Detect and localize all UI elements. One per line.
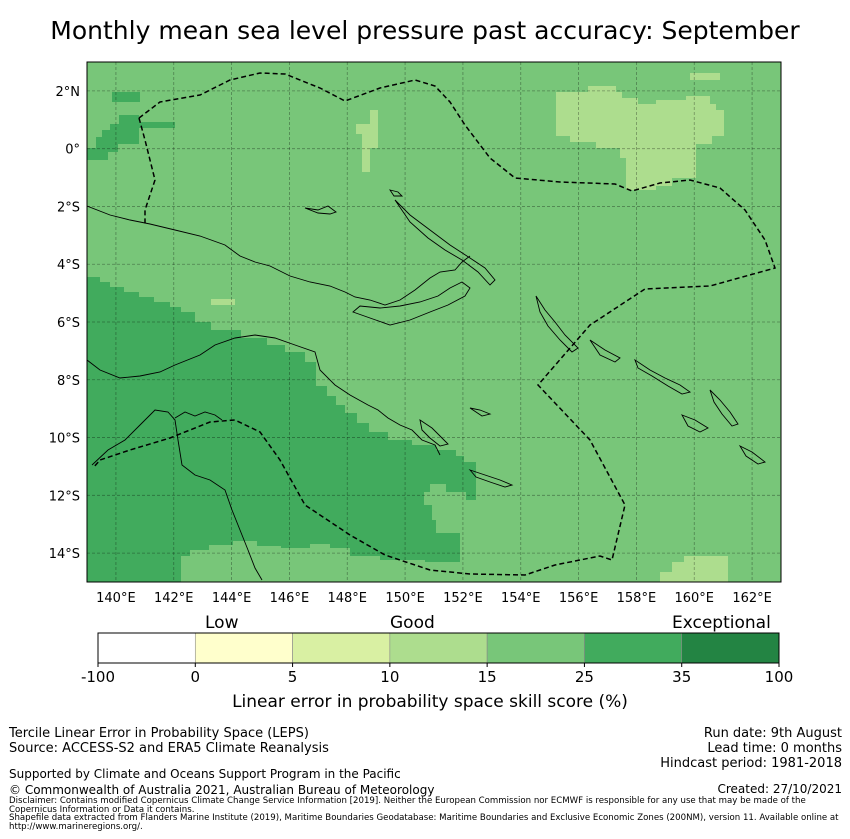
lon-tick-label: 160°E (674, 591, 714, 605)
skill-region-10-15-patch (356, 110, 378, 172)
coastline-admiralty (388, 189, 404, 197)
colorbar-segment (584, 632, 683, 664)
chart-title: Monthly mean sea level pressure past acc… (50, 16, 800, 45)
colorbar-tick-label: 25 (575, 668, 594, 686)
skill-region-25-35-southwest (87, 277, 476, 582)
lon-tick-label: 148°E (327, 591, 367, 605)
lon-tick-label: 162°E (732, 591, 772, 605)
coastline-new-guinea-north (87, 205, 471, 306)
lat-tick-label: 2°S (57, 200, 80, 215)
run-date: Run date: 9th August (703, 726, 842, 741)
lon-tick-label: 152°E (443, 591, 483, 605)
lon-tick-label: 146°E (270, 591, 310, 605)
longitude-tick-labels: 140°E 142°E 144°E 146°E 148°E 150°E 152°E 154°E… (96, 591, 772, 605)
colorbar-segment (681, 632, 780, 664)
lon-tick-label: 156°E (559, 591, 599, 605)
skill-region-10-15-patch (211, 299, 235, 305)
colorbar-tick-label: 5 (288, 668, 298, 686)
latitude-tick-labels: 2°N 0° 2°S 4°S 6°S 8°S 10°S 12°S 14°S (49, 85, 80, 562)
skill-region-25-35-patch (139, 122, 175, 128)
skill-region-10-15-southeast (660, 556, 728, 582)
colorbar: -100 0 5 10 15 25 35 100 (81, 632, 794, 686)
colorbar-segment (97, 632, 196, 664)
colorbar-tick-label: -100 (81, 668, 115, 686)
colorbar-segment (389, 632, 488, 664)
lon-tick-label: 150°E (385, 591, 425, 605)
lat-tick-label: 6°S (57, 316, 80, 331)
category-good: Good (390, 613, 435, 633)
coastline-dampier-islands (304, 205, 337, 215)
coastline-bougainville (535, 295, 579, 353)
source-text: Source: ACCESS-S2 and ERA5 Climate Reana… (9, 741, 329, 756)
colorbar-segment (486, 632, 585, 664)
colorbar-tick-label: 35 (672, 668, 691, 686)
support-info: Supported by Climate and Oceans Support … (9, 766, 434, 798)
skill-region-25-35-northwest (87, 115, 139, 160)
colorbar-segment (194, 632, 293, 664)
lat-tick-label: 8°S (57, 374, 80, 389)
coastlines (87, 189, 766, 581)
skill-region-10-15-northeast (556, 86, 724, 190)
run-info: Run date: 9th August Lead time: 0 months… (660, 726, 842, 771)
coastline-australia-north (91, 409, 263, 581)
colorbar-tick-label: 10 (380, 668, 399, 686)
lon-tick-label: 140°E (96, 591, 136, 605)
skill-region-15-25-inner (187, 550, 270, 582)
lat-tick-label: 2°N (56, 85, 81, 100)
colorbar-segment (292, 632, 391, 664)
category-low: Low (205, 613, 239, 633)
shapefile-text: Shapefile data extracted from Flanders M… (9, 813, 839, 832)
hindcast-period: Hindcast period: 1981-2018 (660, 756, 842, 771)
coastline-solomons-4 (681, 414, 709, 433)
lat-tick-label: 12°S (49, 489, 80, 504)
skill-region-10-15-patch (690, 73, 720, 80)
coastline-solomons-1 (589, 339, 621, 363)
coastline-solomons-2 (634, 358, 692, 395)
coastline-trobriand (469, 407, 492, 417)
support-text: Supported by Climate and Oceans Support … (9, 767, 401, 781)
lat-tick-label: 0° (65, 143, 80, 158)
lat-tick-label: 14°S (49, 547, 80, 562)
created-date: Created: 27/10/2021 (717, 782, 842, 796)
lon-tick-label: 144°E (212, 591, 252, 605)
coastline-dentrecasteaux (419, 419, 449, 447)
coastline-solomons-5 (738, 444, 766, 465)
map-gridlines (87, 62, 781, 582)
coastline-solomons-3 (709, 389, 739, 427)
lon-tick-label: 158°E (617, 591, 657, 605)
colorbar-tick-label: 100 (765, 668, 794, 686)
lead-time: Lead time: 0 months (707, 741, 842, 756)
colorbar-border (97, 632, 780, 664)
disclaimer-text: Disclaimer: Contains modified Copernicus… (9, 796, 806, 815)
colorbar-tick-label: 15 (478, 668, 497, 686)
coastline-new-ireland (394, 199, 496, 286)
skill-map: 2°N 0° 2°S 4°S 6°S 8°S 10°S 12°S 14°S 140°E 142°E… (49, 61, 782, 605)
lon-tick-label: 142°E (154, 591, 194, 605)
colorbar-tick-label: 0 (191, 668, 201, 686)
lon-tick-label: 154°E (501, 591, 541, 605)
lat-tick-label: 10°S (49, 432, 80, 447)
copyright-text: © Commonwealth of Australia 2021, Austra… (9, 783, 435, 797)
coastline-louisiade (468, 469, 514, 488)
eez-boundary (92, 72, 776, 576)
method-info: Tercile Linear Error in Probability Spac… (9, 726, 329, 756)
method-text: Tercile Linear Error in Probability Spac… (9, 726, 309, 741)
coastline-new-britain (352, 281, 471, 326)
coastline-torres-islands (174, 411, 223, 421)
coastline-new-guinea-south (87, 334, 441, 456)
category-exceptional: Exceptional (672, 613, 771, 633)
lat-tick-label: 4°S (57, 258, 80, 273)
skill-region-25-35-patch (112, 92, 140, 102)
colorbar-label: Linear error in probability space skill … (232, 692, 628, 712)
